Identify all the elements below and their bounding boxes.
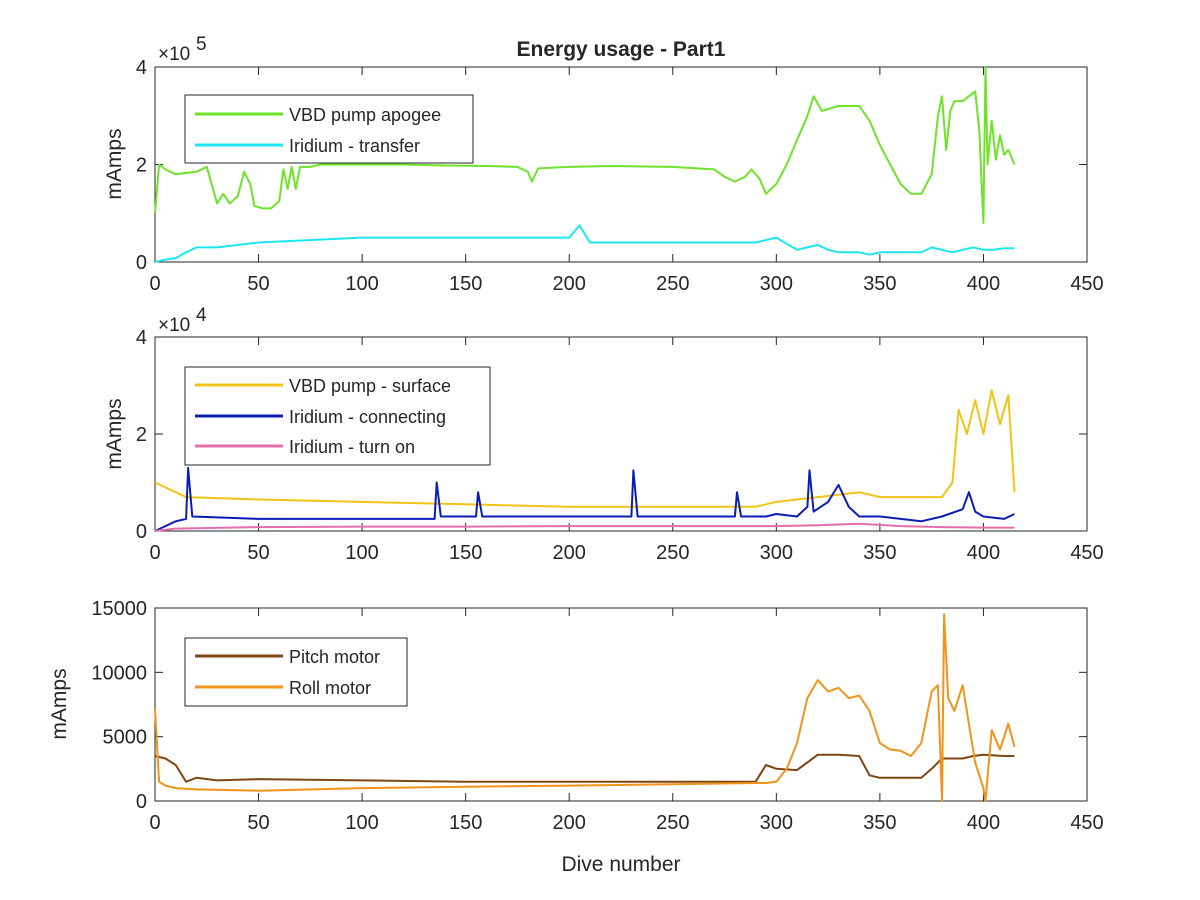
panel-2-x-tick-label: 350	[863, 542, 896, 564]
panel-2-y-ticks: 0 2 4	[136, 327, 1087, 543]
panel-1-x-tick-label: 100	[345, 273, 378, 295]
panel-1-exponent-base: ×10	[158, 44, 190, 65]
panel-2-x-tick-label: 250	[656, 542, 689, 564]
panel-1-x-ticks: 0 50 100 150 200 250 300 350 400 450	[149, 67, 1104, 295]
panel-1-y-tick-label: 0	[136, 252, 147, 274]
panel-3-y-tick-label: 5000	[103, 727, 148, 749]
panel-2: mAmps ×10 4 0 50 100 150 200 250 300 350 400 450 …	[103, 305, 1104, 564]
panel-2-x-tick-label: 200	[553, 542, 586, 564]
panel-1-x-tick-label: 450	[1070, 273, 1103, 295]
panel-2-y-tick-label: 2	[136, 424, 147, 446]
legend-label-vbd-pump-apogee: VBD pump apogee	[289, 105, 441, 125]
legend-label-vbd-pump-surface: VBD pump - surface	[289, 376, 451, 396]
panel-3-x-tick-label: 400	[967, 812, 1000, 834]
panel-2-x-tick-label: 150	[449, 542, 482, 564]
panel-1-x-tick-label: 50	[247, 273, 269, 295]
panel-3-legend: Pitch motor Roll motor	[184, 637, 408, 707]
panel-1-y-axis-label: mAmps	[103, 128, 126, 199]
panel-1-legend-box	[184, 94, 474, 164]
panel-3-x-tick-label: 0	[149, 812, 160, 834]
panel-3-y-tick-label: 0	[136, 791, 147, 813]
panel-2-x-ticks: 0 50 100 150 200 250 300 350 400 450	[149, 337, 1104, 564]
panel-3-x-tick-label: 150	[449, 812, 482, 834]
series-line-iridium-connecting	[154, 466, 1015, 532]
panel-1-x-tick-label: 150	[449, 273, 482, 295]
legend-label-iridium-transfer: Iridium - transfer	[289, 136, 420, 156]
panel-3-x-tick-label: 200	[553, 812, 586, 834]
series-line-roll-motor	[154, 613, 1016, 802]
panel-1-exponent-power: 5	[196, 34, 207, 55]
panel-2-y-exponent: ×10 4	[158, 305, 207, 336]
panel-2-x-tick-label: 100	[345, 542, 378, 564]
panel-2-x-tick-label: 400	[967, 542, 1000, 564]
panel-3-x-tick-label: 250	[656, 812, 689, 834]
panel-2-legend: VBD pump - surface Iridium - connecting …	[184, 366, 491, 466]
legend-label-roll-motor: Roll motor	[289, 678, 371, 698]
panel-3-x-tick-label: 350	[863, 812, 896, 834]
panel-1-x-tick-label: 0	[149, 273, 160, 295]
panel-1-y-exponent: ×10 5	[158, 34, 207, 65]
panel-3: mAmps Dive number 0 50 100 150 200 250 300 350 4…	[48, 598, 1104, 876]
panel-2-series	[154, 389, 1016, 532]
legend-label-pitch-motor: Pitch motor	[289, 647, 380, 667]
legend-label-iridium-connecting: Iridium - connecting	[289, 407, 446, 427]
panel-3-x-tick-label: 100	[345, 812, 378, 834]
panel-1-x-tick-label: 200	[553, 273, 586, 295]
series-line-iridium-turn-on	[154, 522, 1015, 532]
panel-1-y-tick-label: 2	[136, 155, 147, 177]
panel-3-y-tick-label: 10000	[91, 662, 147, 684]
panel-1-series	[154, 66, 1016, 263]
panel-1-x-tick-label: 300	[760, 273, 793, 295]
panel-2-y-tick-label: 0	[136, 521, 147, 543]
panel-2-x-tick-label: 300	[760, 542, 793, 564]
x-axis-label: Dive number	[561, 853, 680, 876]
series-line-vbd-pump-surface	[154, 389, 1016, 508]
panel-1-x-tick-label: 350	[863, 273, 896, 295]
panel-2-y-tick-label: 4	[136, 327, 147, 349]
series-line-iridium-transfer	[154, 224, 1015, 263]
panel-2-exponent-power: 4	[196, 305, 207, 326]
panel-2-exponent-base: ×10	[158, 315, 190, 336]
panel-3-x-tick-label: 450	[1070, 812, 1103, 834]
panel-3-x-tick-label: 300	[760, 812, 793, 834]
panel-3-x-tick-label: 50	[247, 812, 269, 834]
panel-1-x-tick-label: 400	[967, 273, 1000, 295]
panel-3-series	[154, 613, 1016, 802]
panel-1-x-tick-label: 250	[656, 273, 689, 295]
panel-3-x-ticks: 0 50 100 150 200 250 300 350 400 450	[149, 608, 1104, 834]
chart-title: Energy usage - Part1	[517, 38, 726, 61]
panel-1: Energy usage - Part1 mAmps ×10 5 0 50 100 1…	[103, 34, 1104, 295]
panel-3-y-tick-label: 15000	[91, 598, 147, 620]
panel-3-legend-box	[184, 637, 408, 707]
series-line-pitch-motor	[154, 753, 1015, 783]
panel-2-y-axis-label: mAmps	[103, 398, 126, 469]
panel-1-y-tick-label: 4	[136, 57, 147, 79]
panel-2-x-tick-label: 0	[149, 542, 160, 564]
panel-2-x-tick-label: 50	[247, 542, 269, 564]
panel-3-y-axis-label: mAmps	[48, 668, 71, 739]
series-line-vbd-pump-apogee	[154, 66, 1016, 224]
panel-1-legend: VBD pump apogee Iridium - transfer	[184, 94, 474, 164]
panel-2-x-tick-label: 450	[1070, 542, 1103, 564]
legend-label-iridium-turn-on: Iridium - turn on	[289, 437, 415, 457]
panel-3-y-ticks: 0 5000 10000 15000	[91, 598, 1087, 813]
